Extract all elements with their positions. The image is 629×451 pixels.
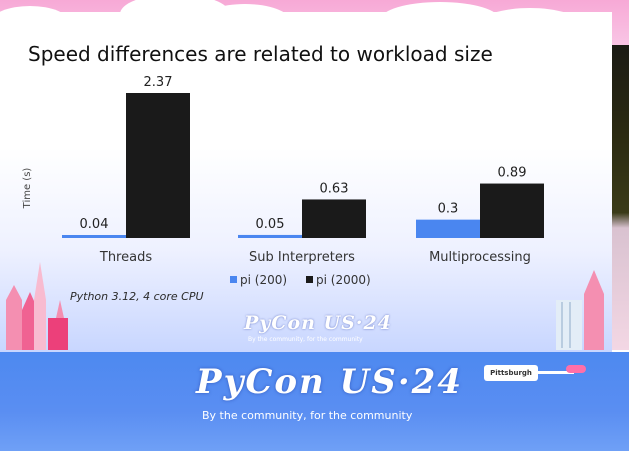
presentation-slide: Speed differences are related to workloa… (0, 12, 612, 352)
bar-pi-200--multiprocessing (416, 219, 480, 238)
pycon-logo-small: PyCon US·24 (244, 312, 392, 334)
data-label: 2.37 (144, 75, 173, 90)
city-skyline-left (6, 262, 68, 350)
x-tick-label: Threads (99, 250, 152, 265)
pittsburgh-sign: Pittsburgh (484, 365, 538, 381)
video-edge-strip (612, 45, 629, 350)
pycon-logo-banner: PyCon US·24 (196, 362, 463, 402)
slide-title: Speed differences are related to workloa… (28, 42, 493, 66)
bar-pi-2000--multiprocessing (480, 183, 544, 238)
data-label: 0.04 (80, 217, 109, 232)
bar-pi-200--threads (62, 235, 126, 238)
bar-pi-2000--sub-interpreters (302, 199, 366, 238)
legend-label: pi (2000) (316, 273, 371, 287)
data-label: 0.05 (256, 217, 285, 232)
legend-swatch (306, 276, 313, 283)
bar-pi-2000--threads (126, 93, 190, 238)
plane-icon (566, 365, 586, 373)
x-tick-label: Multiprocessing (429, 250, 531, 265)
city-skyline-right (556, 270, 604, 350)
data-label: 0.63 (320, 181, 349, 196)
y-axis-label: Time (s) (22, 168, 33, 210)
bar-pi-200--sub-interpreters (238, 234, 302, 238)
pycon-tagline-small: By the community, for the community (248, 336, 363, 343)
sign-banner-tail (538, 371, 574, 374)
pycon-tagline-banner: By the community, for the community (202, 409, 413, 422)
data-label: 0.89 (498, 166, 527, 181)
x-tick-label: Sub Interpreters (249, 250, 355, 265)
legend-label: pi (200) (240, 273, 287, 287)
data-label: 0.3 (438, 202, 459, 217)
benchmark-note: Python 3.12, 4 core CPU (70, 290, 204, 303)
legend-swatch (230, 276, 237, 283)
